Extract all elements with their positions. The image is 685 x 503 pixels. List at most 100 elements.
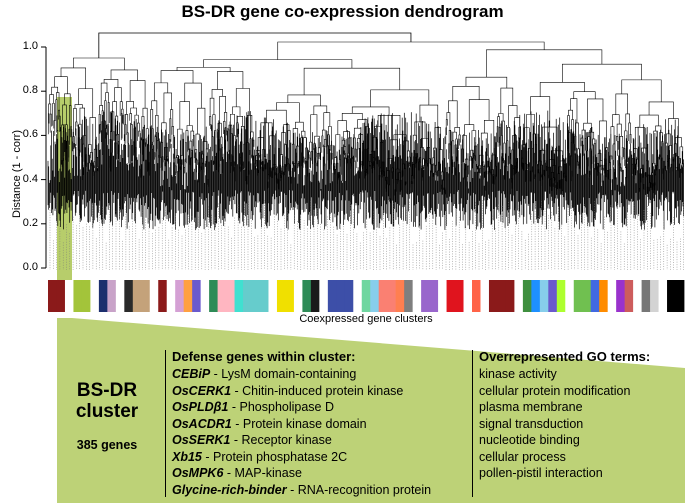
cluster-color-segment [421,280,430,312]
cluster-color-segment [166,280,176,312]
cluster-color-segment [98,280,108,312]
cluster-color-segment [217,280,227,312]
x-axis-label: Coexpressed gene clusters [299,313,433,325]
gene-description: - Protein kinase domain [231,416,367,431]
y-tick-label: 1.0 [22,40,38,52]
cluster-color-segment [319,280,329,312]
cluster-color-segment [310,280,320,312]
y-tick-label: 0.0 [22,261,38,273]
gene-description: - Receptor kinase [230,433,332,447]
gene-description: - Protein phosphatase 2C [201,449,348,464]
cluster-color-segment [370,280,380,312]
cluster-color-segment [633,280,642,312]
cluster-color-segment [539,280,549,312]
cluster-color-segment [387,280,397,312]
cluster-color-segment [56,280,66,312]
cluster-color-segment [327,280,337,312]
cluster-gene-count: 385 genes [76,438,138,452]
cluster-color-segment [658,280,668,312]
cluster-name-line: cluster [75,401,139,422]
cluster-color-segment [429,280,439,312]
cluster-color-segment [463,280,473,312]
defense-gene-item: CEBiP - LysM domain-containing [172,367,356,381]
chart-title: BS-DR gene co-expression dendrogram [181,2,504,21]
cluster-color-segment [158,280,168,312]
cluster-color-segment [607,280,617,312]
cluster-color-segment [132,280,142,312]
gene-description: - MAP-kinase [223,466,302,480]
defense-gene-item: Glycine-rich-binder - RNA-recognition pr… [172,483,431,497]
cluster-color-segment [209,280,218,312]
cluster-color-segment [531,280,541,312]
cluster-color-segment [192,280,202,312]
y-tick-label: 0.6 [22,128,38,141]
y-tick-label: 0.2 [22,216,38,229]
cluster-color-segment [141,280,151,312]
go-term-item: signal transduction [479,416,584,431]
cluster-color-segment [395,280,405,312]
defense-gene-item: OsSERK1 - Receptor kinase [172,433,332,447]
cluster-color-segment [556,280,566,312]
gene-symbol: OsPLDβ1 [172,400,229,414]
cluster-color-segment [505,280,515,312]
gene-symbol: OsACDR1 [172,416,232,431]
go-term-item: pollen-pistil interaction [479,466,603,480]
defense-gene-item: OsPLDβ1 - Phospholipase D [172,400,334,414]
cluster-color-segment [268,280,278,312]
gene-symbol: Xb15 [172,449,202,464]
cluster-color-segment [293,280,303,312]
cluster-color-segment [234,280,244,312]
gene-symbol: Glycine-rich-binder [172,482,287,497]
defense-gene-item: Xb15 - Protein phosphatase 2C [172,450,347,464]
column-divider [472,350,473,497]
cluster-color-segment [641,280,651,312]
gene-description: - LysM domain-containing [210,367,357,381]
cluster-color-segment [251,280,261,312]
cluster-color-segment [455,280,464,312]
defense-gene-item: OsACDR1 - Protein kinase domain [172,417,367,431]
go-term-item: kinase activity [479,367,557,381]
cluster-color-segment [361,280,371,312]
gene-description: - Phospholipase D [228,400,335,414]
defense-genes-heading: Defense genes within cluster: [172,349,356,364]
dendrogram-leaf-stems [49,200,684,270]
cluster-color-segment [378,280,388,312]
go-term-item: cellular protein modification [479,383,631,398]
cluster-color-segment [514,280,524,312]
cluster-color-segment [446,280,456,312]
cluster-color-segment [226,280,235,312]
cluster-name-line: BS-DR [76,380,138,401]
cluster-color-segment [302,280,312,312]
y-tick-label: 0.8 [22,84,38,97]
cluster-color-segment [565,280,575,312]
gene-symbol: OsCERK1 [172,383,232,398]
cluster-color-segment [81,280,91,312]
cluster-color-segment [183,280,193,312]
cluster-color-segment [73,280,83,312]
cluster-color-segment [90,280,100,312]
gene-description: - Chitin-induced protein kinase [231,383,404,398]
dendrogram-tree [47,32,684,230]
cluster-color-segment [243,280,252,312]
cluster-color-segment [149,280,159,312]
cluster-color-segment [488,280,498,312]
gene-symbol: OsMPK6 [172,466,224,480]
cluster-color-segment [336,280,346,312]
cluster-color-segment [624,280,634,312]
cluster-color-segment [285,280,295,312]
cluster-color-segment [582,280,592,312]
go-term-item: plasma membrane [479,400,583,414]
cluster-color-segment [115,280,125,312]
gene-symbol: OsSERK1 [172,433,231,447]
cluster-color-segment [64,280,74,312]
gene-description: - RNA-recognition protein [286,482,432,497]
cluster-color-segment [590,280,600,312]
cluster-color-segment [480,280,490,312]
go-term-item: cellular process [479,449,566,464]
cluster-color-segment [124,280,134,312]
column-divider [165,350,166,497]
defense-gene-item: OsMPK6 - MAP-kinase [172,466,302,480]
go-terms-heading: Overrepresented GO terms: [479,349,651,364]
